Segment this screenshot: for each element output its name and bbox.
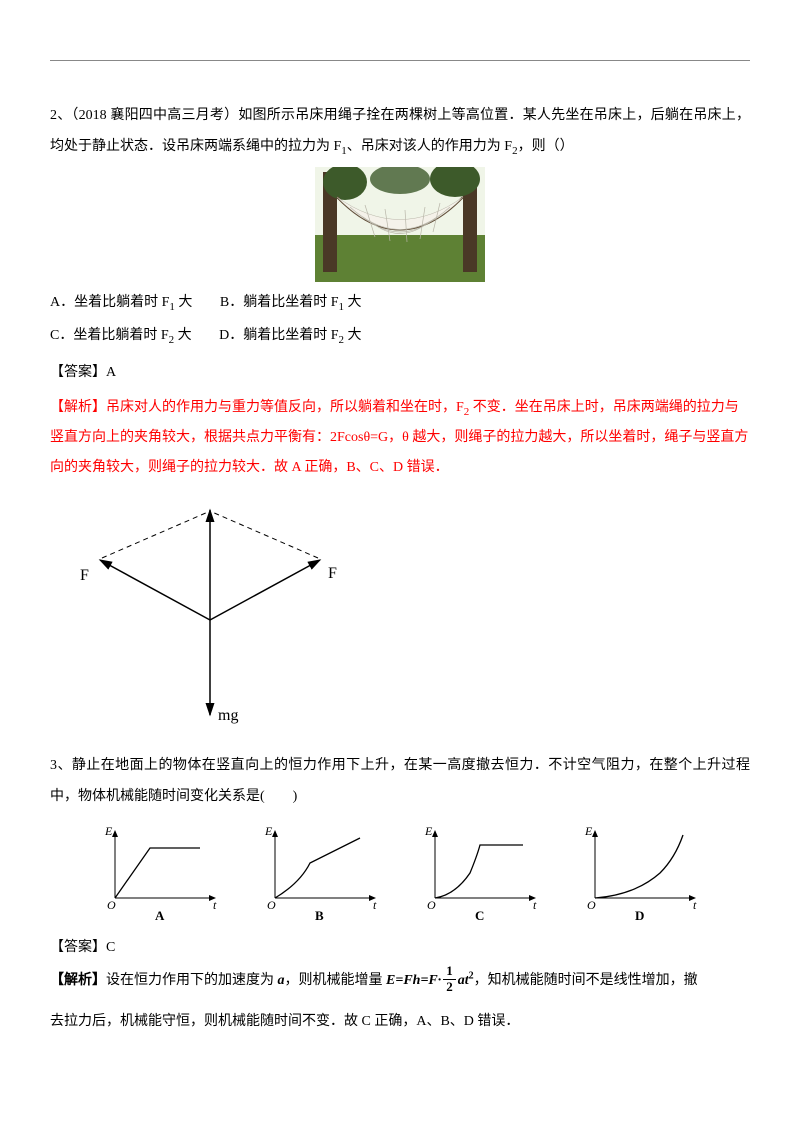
q3-chart-d: E O t D [575, 823, 705, 923]
svg-text:E: E [104, 824, 113, 838]
svg-text:C: C [475, 908, 484, 923]
q2-answer: 【答案】A [50, 358, 750, 389]
svg-text:E: E [424, 824, 433, 838]
svg-text:A: A [155, 908, 165, 923]
q2-stem: 2、（2018 襄阳四中高三月考）如图所示吊床用绳子拴在两棵树上等高位置．某人先… [50, 101, 750, 163]
svg-text:B: B [315, 908, 324, 923]
q2-option-a: A．坐着比躺着时 F1 大 [50, 288, 192, 319]
q3-chart-b: E O t B [255, 823, 385, 923]
q2-options-row-1: A．坐着比躺着时 F1 大 B．躺着比坐着时 F1 大 [50, 288, 750, 319]
q3-stem: 3、静止在地面上的物体在竖直向上的恒力作用下上升，在某一高度撤去恒力．不计空气阻… [50, 751, 750, 813]
svg-text:O: O [587, 898, 596, 912]
q2-option-c: C．坐着比躺着时 F2 大 [50, 321, 192, 352]
q3-analysis-line2: 去拉力后，机械能守恒，则机械能随时间不变．故 C 正确，A、B、D 错误． [50, 1004, 750, 1040]
q3-chart-row: E O t A E O t B E O t C E O t D [50, 823, 750, 923]
svg-text:D: D [635, 908, 644, 923]
fraction: 12 [443, 964, 456, 994]
top-rule [50, 60, 750, 61]
force-label-f2: F [328, 565, 337, 582]
q3-chart-c: E O t C [415, 823, 545, 923]
hammock-image [315, 167, 485, 282]
svg-text:t: t [533, 898, 537, 912]
q3-chart-a: E O t A [95, 823, 225, 923]
analysis-label: 【解析】 [50, 400, 106, 415]
svg-text:E: E [584, 824, 593, 838]
svg-text:t: t [373, 898, 377, 912]
svg-text:E: E [264, 824, 273, 838]
q2-option-d: D．躺着比坐着时 F2 大 [219, 321, 361, 352]
svg-text:O: O [107, 898, 116, 912]
q3-answer: 【答案】C [50, 933, 750, 964]
svg-text:O: O [267, 898, 276, 912]
svg-text:t: t [693, 898, 697, 912]
force-diagram: F F mg [70, 500, 350, 730]
force-label-mg: mg [218, 707, 238, 724]
q3-analysis: 【解析】设在恒力作用下的加速度为 a，则机械能增量 E=Fh=F·12at2，知… [50, 963, 750, 999]
q2-option-b: B．躺着比坐着时 F1 大 [220, 288, 362, 319]
q2-text-3: ，则（） [518, 139, 574, 154]
q2-options-row-2: C．坐着比躺着时 F2 大 D．躺着比坐着时 F2 大 [50, 321, 750, 352]
force-label-f1: F [80, 567, 89, 584]
svg-text:O: O [427, 898, 436, 912]
q2-analysis: 【解析】吊床对人的作用力与重力等值反向，所以躺着和坐在时，F2 不变．坐在吊床上… [50, 393, 750, 483]
analysis-label-2: 【解析】 [50, 973, 106, 988]
q2-text-2: 、吊床对该人的作用力为 F [347, 139, 512, 154]
svg-text:t: t [213, 898, 217, 912]
